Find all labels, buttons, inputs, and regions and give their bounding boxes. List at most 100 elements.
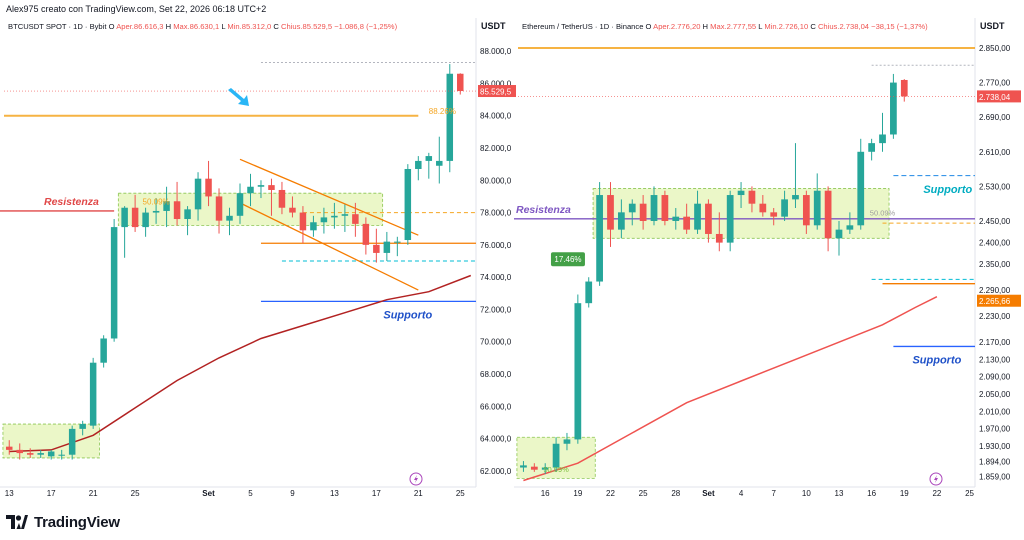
x-tick-label: 25: [456, 489, 465, 498]
candle-body: [639, 203, 647, 221]
author-credit: Alex975 creato con TradingView.com, Set …: [6, 4, 266, 14]
candle-body: [383, 241, 391, 253]
candle-body: [58, 454, 65, 456]
x-tick-label: 28: [671, 489, 680, 498]
x-tick-label: 25: [131, 489, 140, 498]
candle-body: [650, 195, 658, 221]
y-tick-label: 2.090,00: [979, 373, 1011, 382]
lightning-bolt-icon: [934, 475, 938, 483]
x-tick-label: 25: [965, 489, 974, 498]
ohlc-header: BTCUSDT SPOT · 1D · Bybit O Aper.86.616,…: [8, 22, 398, 31]
support-label-cyan: Supporto: [923, 184, 972, 196]
y-tick-label: 2.050,00: [979, 390, 1011, 399]
candle-body: [900, 79, 908, 97]
candle-body: [194, 178, 202, 210]
candle-body: [890, 82, 897, 135]
y-tick-label: 78.000,0: [480, 209, 512, 218]
y-tick-label: 68.000,0: [480, 370, 512, 379]
open-label: O: [109, 22, 117, 31]
zone-fib-label-right: 50.09%: [870, 208, 896, 217]
x-tick-label: 16: [541, 489, 550, 498]
y-tick-label: 2.400,00: [979, 239, 1011, 248]
resistance-label: Resistenza: [516, 204, 571, 216]
candle-body: [683, 216, 691, 230]
y-tick-label: 2.290,00: [979, 286, 1011, 295]
candle-body: [585, 281, 593, 304]
x-tick-label: 16: [867, 489, 876, 498]
candle-body: [824, 190, 832, 239]
candle-body: [813, 190, 821, 226]
high-label: H: [703, 22, 711, 31]
ma-price-badge: [977, 294, 1021, 307]
x-tick-label: 17: [47, 489, 56, 498]
candle-body: [705, 203, 712, 234]
candle-body: [661, 195, 669, 221]
channel-upper-line: [239, 158, 419, 236]
x-tick-label: 4: [739, 489, 744, 498]
candle-body: [748, 190, 756, 204]
x-tick-label: 13: [835, 489, 844, 498]
close-label: C: [273, 22, 281, 31]
candle-body: [37, 453, 44, 455]
candle-body: [152, 210, 160, 213]
lightning-bolt-icon: [414, 475, 418, 483]
candle-body: [173, 201, 181, 220]
candle-body: [341, 214, 349, 216]
x-tick-label: 25: [639, 489, 648, 498]
low-label: L: [221, 22, 227, 31]
y-tick-label: 1.970,00: [979, 425, 1011, 434]
candle-body: [394, 241, 401, 243]
candle-body: [552, 443, 560, 468]
open-value: Aper.2.776,20: [653, 22, 702, 31]
tradingview-footer: TradingView: [6, 510, 120, 534]
y-tick-label: 66.000,0: [480, 402, 512, 411]
candle-body: [299, 212, 307, 231]
candle-body: [457, 73, 464, 92]
candle-body: [415, 160, 422, 169]
candle-body: [89, 362, 97, 426]
y-tick-label: 2.230,00: [979, 312, 1011, 321]
x-tick-label: 9: [290, 489, 295, 498]
y-tick-label: 1.859,00: [979, 473, 1011, 482]
candle-body: [672, 216, 680, 221]
close-label: C: [810, 22, 818, 31]
percent-move-label: 17.46%: [554, 255, 581, 264]
candle-body: [47, 451, 55, 457]
moving-average-line: [9, 274, 472, 453]
candle-body: [574, 303, 582, 440]
percent-move-label: 88.26%: [429, 107, 456, 116]
candle-body: [541, 467, 549, 470]
candle-body: [16, 449, 23, 454]
x-tick-label: 19: [900, 489, 909, 498]
candle-body: [607, 195, 614, 230]
candle-body: [205, 178, 212, 197]
lightning-icon: [409, 472, 423, 486]
x-tick-label: 10: [802, 489, 811, 498]
last-price-badge: [478, 85, 516, 98]
change-value: −38,15 (−1,37%): [871, 22, 928, 31]
candle-body: [792, 195, 799, 200]
candle-body: [520, 465, 527, 468]
candle-body: [268, 185, 275, 190]
low-label: L: [758, 22, 764, 31]
candle-body: [425, 156, 433, 161]
last-price-badge: [977, 90, 1021, 103]
candle-body: [563, 439, 571, 444]
candle-body: [226, 215, 233, 221]
y-tick-label: 74.000,0: [480, 273, 512, 282]
candle-body: [404, 168, 412, 241]
y-tick-label: 2.530,00: [979, 182, 1011, 191]
last-price-label: 2.738,04: [979, 93, 1011, 102]
x-tick-label: 17: [372, 489, 381, 498]
y-tick-label: 2.610,00: [979, 148, 1011, 157]
pointer-arrow-icon: [228, 88, 249, 106]
candle-body: [530, 466, 538, 470]
change-value: −1.086,8 (−1,25%): [334, 22, 397, 31]
candle-body: [694, 203, 701, 230]
candle-body: [781, 199, 788, 217]
candle-body: [236, 193, 244, 216]
close-value: Chius.85.529,5: [281, 22, 334, 31]
candle-body: [715, 233, 723, 243]
y-tick-label: 70.000,0: [480, 338, 512, 347]
candle-body: [184, 209, 191, 220]
